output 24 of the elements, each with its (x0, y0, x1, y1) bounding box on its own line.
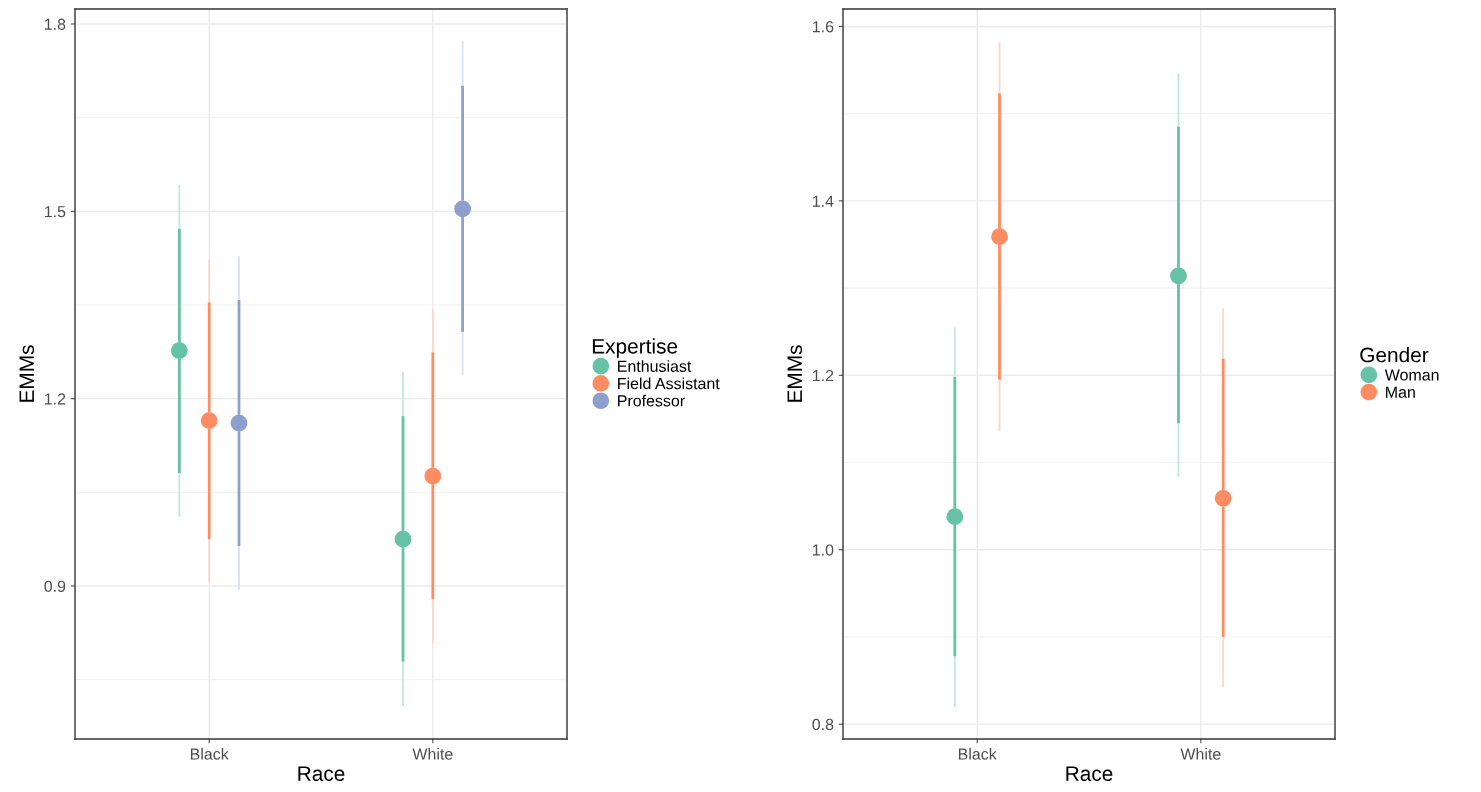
y-tick-label: 1.2 (44, 393, 66, 405)
y-tick-label: 1.0 (812, 544, 834, 556)
x-axis-title: Race (1066, 766, 1113, 781)
x-tick-label: White (412, 748, 453, 760)
legend-label: Man (1386, 386, 1415, 398)
x-tick-label: White (1180, 748, 1221, 760)
y-axis-title: EMMs (787, 345, 803, 402)
legend-title: Expertise (592, 338, 678, 358)
legend-label: Professor (618, 394, 685, 407)
legend-label: Enthusiast (618, 360, 692, 372)
x-axis-title: Race (298, 766, 345, 781)
y-axis-title: EMMs (19, 345, 35, 402)
y-tick-label: 1.2 (812, 369, 834, 382)
y-tick-label: 0.8 (812, 718, 834, 731)
y-tick-label: 1.8 (44, 18, 66, 30)
legend-label: Woman (1384, 369, 1439, 381)
legend-label: Field Assistant (618, 377, 720, 390)
y-tick-label: 1.5 (44, 206, 66, 218)
x-tick-label: Black (190, 748, 229, 760)
y-tick-label: 0.9 (44, 580, 66, 592)
y-tick-label: 1.4 (812, 195, 834, 207)
x-tick-label: Black (958, 748, 997, 760)
legend-title: Gender (1360, 347, 1429, 363)
y-tick-label: 1.6 (812, 21, 834, 33)
